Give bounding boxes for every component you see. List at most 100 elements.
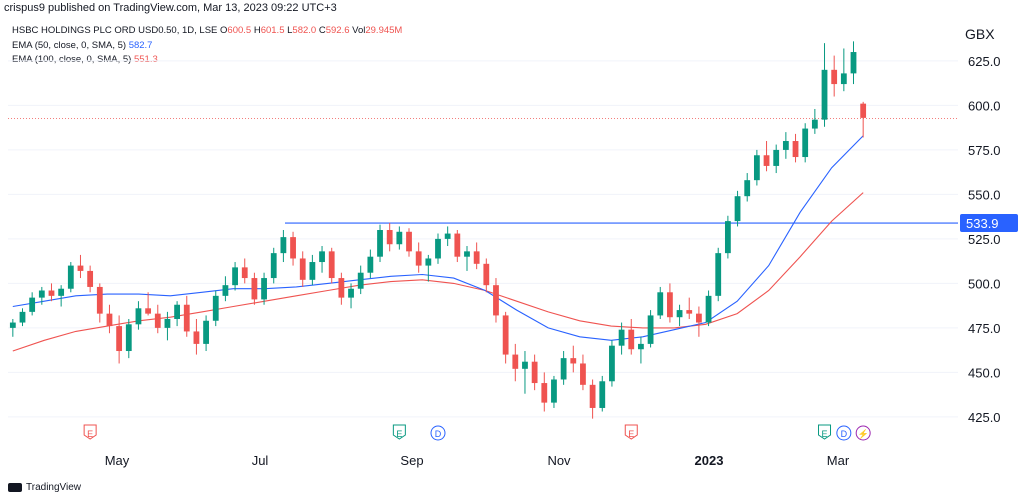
candle-body <box>560 358 567 380</box>
event-marker-label: D <box>435 429 442 439</box>
ema100-legend[interactable]: EMA (100, close, 0, SMA, 5) 551.3 <box>12 54 158 65</box>
candle-body <box>19 311 26 323</box>
publish-text: crispus9 published on TradingView.com, M… <box>4 2 337 14</box>
y-tick-label: 575.0 <box>968 143 1001 158</box>
candle-body <box>377 230 383 257</box>
ema100-label: EMA (100, close, 0, SMA, 5) <box>12 54 132 65</box>
low-value: 582.0 <box>292 25 317 36</box>
candle-body <box>850 52 857 74</box>
y-tick-label: 600.0 <box>968 98 1001 113</box>
candle-body <box>280 237 287 254</box>
event-marker-label: E <box>822 429 828 439</box>
candle-body <box>367 256 374 273</box>
ema50-line <box>12 135 864 341</box>
candle-body <box>647 315 654 344</box>
candle-body <box>792 141 799 158</box>
candle-body <box>232 267 238 286</box>
candle-body <box>541 383 548 403</box>
candle-body <box>38 290 45 298</box>
x-tick-label: 2023 <box>695 453 724 468</box>
candle-body <box>212 295 219 321</box>
candle-body <box>145 308 152 314</box>
candle-body <box>609 345 615 382</box>
candle-body <box>763 155 770 166</box>
candle-body <box>705 295 712 323</box>
candle-body <box>464 251 470 257</box>
candle-body <box>811 119 818 129</box>
symbol-title[interactable]: HSBC HOLDINGS PLC ORD USD0.50, 1D, LSE <box>12 25 218 36</box>
y-tick-label: 525.0 <box>968 232 1001 247</box>
candle-body <box>753 155 760 181</box>
ema50-legend[interactable]: EMA (50, close, 0, SMA, 5) 582.7 <box>12 40 152 51</box>
footer-brand: TradingView <box>26 482 82 493</box>
x-tick-label: Mar <box>827 453 850 468</box>
candle-body <box>58 288 65 296</box>
candle-body <box>386 230 393 245</box>
candle-body <box>638 343 644 350</box>
ema100-line <box>12 192 864 352</box>
volume-value: 29.945M <box>365 25 403 36</box>
event-marker-label: D <box>841 429 848 439</box>
x-tick-label: May <box>105 453 130 468</box>
candle-body <box>125 324 132 352</box>
candle-body <box>618 329 625 346</box>
candle-body <box>270 253 277 279</box>
candle-body <box>9 322 16 328</box>
candle-body <box>696 313 702 323</box>
x-tick-label: Jul <box>252 453 269 468</box>
y-tick-label: 550.0 <box>968 187 1001 202</box>
publish-header: crispus9 published on TradingView.com, M… <box>4 2 337 14</box>
candle-body <box>251 278 258 300</box>
candle-body <box>473 251 480 264</box>
event-marker-label: ⚡ <box>858 428 869 440</box>
candle-body <box>406 231 412 252</box>
candle-body <box>96 286 103 314</box>
candle-body <box>831 69 838 85</box>
candle-body <box>241 267 248 279</box>
y-tick-label: 425.0 <box>968 410 1001 425</box>
close-value: 592.6 <box>325 25 350 36</box>
candle-body <box>821 69 828 120</box>
candle-body <box>415 251 422 266</box>
candle-body <box>444 233 451 239</box>
candle-body <box>77 265 84 271</box>
open-value: 600.5 <box>227 25 252 36</box>
candle-body <box>628 329 635 350</box>
support-line-label: 533.9 <box>966 216 999 231</box>
candle-body <box>744 180 751 197</box>
candle-body <box>734 196 741 222</box>
low-label: L <box>287 25 293 36</box>
candle-body <box>261 278 267 300</box>
candle-body <box>67 265 74 289</box>
candle-body <box>48 290 55 296</box>
candle-body <box>348 288 354 298</box>
candle-body <box>580 363 586 385</box>
ema50-value: 582.7 <box>128 40 153 51</box>
candle-body <box>203 320 209 344</box>
candle-body <box>676 310 683 318</box>
candle-body <box>715 253 722 296</box>
candle-body <box>87 270 94 287</box>
candle-body <box>425 258 432 266</box>
earnings-marker-icon <box>83 424 97 440</box>
support-line-price-tag <box>960 214 1018 233</box>
candle-body <box>174 304 180 319</box>
open-label: O <box>220 25 228 36</box>
ema100-value: 551.3 <box>133 54 158 65</box>
earnings-marker-icon <box>624 424 638 440</box>
candle-body <box>512 354 519 369</box>
candle-body <box>657 292 664 316</box>
tradingview-footer: TradingView <box>8 482 81 493</box>
high-value: 601.5 <box>260 25 285 36</box>
candle-body <box>396 231 403 245</box>
candle-body <box>493 285 499 316</box>
candle-body <box>802 128 809 158</box>
candle-body <box>551 379 557 403</box>
candle-body <box>502 315 509 355</box>
ema50-label: EMA (50, close, 0, SMA, 5) <box>12 40 127 51</box>
currency-label[interactable]: GBX <box>965 26 995 42</box>
candle-body <box>106 313 113 327</box>
candle-body <box>183 304 190 332</box>
candle-body <box>686 310 693 314</box>
